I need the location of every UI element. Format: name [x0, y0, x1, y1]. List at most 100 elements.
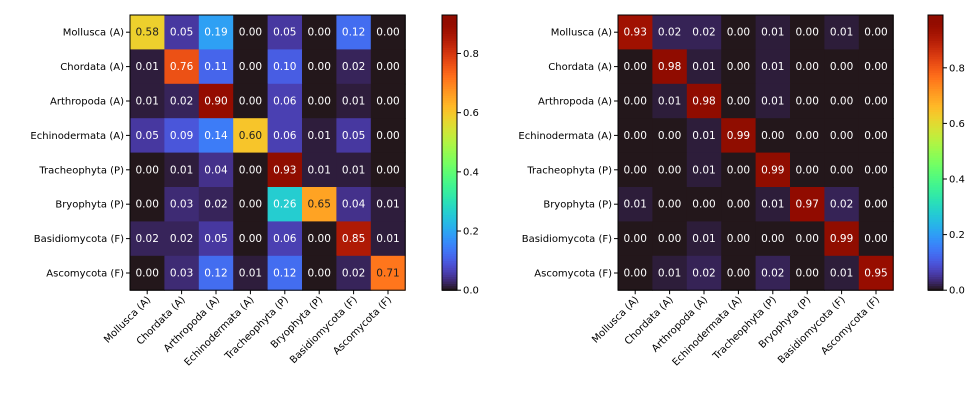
cell-value-label: 0.00 — [727, 96, 750, 108]
colorbar-segment — [928, 92, 943, 96]
heatmap-cell — [790, 152, 825, 188]
cell-value-label: 0.10 — [273, 61, 296, 73]
heatmap-cell — [824, 255, 860, 291]
heatmap-cell — [198, 49, 234, 85]
cell-value-label: 0.00 — [727, 27, 750, 39]
colorbar-segment — [928, 154, 943, 158]
cell-value-label: 0.01 — [342, 96, 365, 108]
colorbar-segment — [442, 168, 457, 172]
heatmap-cell — [790, 255, 825, 291]
colorbar-segment — [442, 81, 457, 85]
heatmap-cell — [618, 49, 653, 85]
colorbar-segment — [928, 267, 943, 271]
heatmap-cell — [652, 255, 688, 291]
y-tick-label: Arthropoda (A) — [538, 97, 612, 108]
cell-value-label: 0.99 — [761, 164, 784, 176]
cell-value-label: 0.00 — [830, 96, 853, 108]
colorbar-segment — [928, 230, 943, 234]
colorbar-segment — [442, 237, 457, 241]
colorbar-segment — [442, 166, 457, 170]
colorbar-segment — [442, 24, 457, 28]
colorbar-frame — [927, 14, 944, 291]
colorbar-segment — [442, 67, 457, 71]
colorbar-segment — [928, 70, 943, 73]
colorbar-segment — [442, 58, 457, 62]
colorbar-segment — [442, 253, 457, 257]
colorbar-segment — [928, 47, 943, 50]
cell-value-label: 0.71 — [376, 268, 399, 280]
heatmap-cell — [686, 15, 722, 50]
colorbar-segment — [928, 58, 943, 62]
colorbar-segment — [442, 223, 457, 227]
colorbar-segment — [928, 141, 943, 145]
heatmap-cell — [858, 15, 894, 50]
heatmap-cell — [302, 83, 337, 119]
cell-value-label: 0.04 — [342, 199, 366, 211]
cell-value-label: 0.98 — [658, 61, 681, 73]
heatmap-cell — [755, 221, 791, 257]
colorbar-segment — [928, 33, 943, 37]
y-tick-label: Basidiomycota (F) — [522, 234, 612, 245]
colorbar-segment — [442, 97, 457, 101]
heatmap-cell — [721, 221, 757, 257]
colorbar-segment — [442, 70, 457, 73]
heatmap-cell — [824, 83, 860, 119]
heatmap-cell — [858, 118, 894, 154]
heatmap-cell — [336, 221, 372, 257]
y-tick-label: Ascomycota (F) — [534, 269, 612, 280]
colorbar-segment — [928, 51, 943, 55]
cell-value-label: 0.85 — [342, 233, 365, 245]
cell-value-label: 0.90 — [204, 96, 227, 108]
colorbar-segment — [928, 111, 943, 115]
cell-value-label: 0.00 — [727, 268, 750, 280]
heatmap-2: 0.93 0.02 0.02 0.00 0.01 0.00 0.01 0.00 0.00 0.98… — [518, 14, 965, 368]
colorbar-segment — [928, 17, 943, 21]
cell-value-label: 0.76 — [170, 61, 194, 73]
colorbar-segment — [928, 106, 943, 110]
heatmap-cell — [686, 118, 722, 154]
colorbar-segment — [928, 109, 943, 112]
heatmap-cell — [652, 221, 688, 257]
cell-value-label: 0.99 — [727, 130, 750, 142]
cell-value-label: 0.01 — [624, 199, 647, 211]
colorbar-segment — [928, 242, 943, 245]
heatmap-cell — [233, 187, 269, 222]
heatmap-cell — [755, 49, 791, 85]
heatmap-cell — [618, 118, 653, 154]
cell-value-label: 0.01 — [761, 199, 784, 211]
colorbar-segment — [928, 253, 943, 257]
cell-value-label: 0.00 — [830, 61, 853, 73]
heatmap-cell — [130, 221, 165, 257]
cell-value-label: 0.00 — [624, 96, 647, 108]
heatmap-cell — [233, 118, 269, 154]
heatmap-cell — [267, 83, 303, 119]
colorbar-segment — [442, 47, 457, 50]
colorbar-segment — [442, 51, 457, 55]
colorbar-segment — [928, 56, 943, 60]
colorbar-segment — [928, 228, 943, 232]
heatmap-cell — [233, 83, 269, 119]
colorbar-segment — [442, 184, 457, 188]
heatmap-cell — [302, 118, 337, 154]
heatmap-cell — [858, 255, 894, 291]
colorbar-segment — [928, 79, 943, 83]
heatmap-cell — [164, 255, 200, 291]
cell-value-label: 0.09 — [170, 130, 193, 142]
cell-value-label: 0.00 — [624, 233, 647, 245]
colorbar-segment — [442, 262, 457, 266]
heatmap-cell — [164, 49, 200, 85]
colorbar-tick-label: 0.2 — [463, 227, 479, 238]
colorbar-segment — [928, 246, 943, 250]
x-tick-label: Ascomycota (F) — [331, 294, 394, 357]
heatmap-cell — [233, 152, 269, 188]
colorbar-segment — [928, 31, 943, 34]
colorbar-segment — [928, 173, 943, 177]
y-tick-label: Bryophyta (P) — [55, 200, 124, 211]
colorbar-segment — [442, 79, 457, 83]
colorbar-segment — [928, 157, 943, 161]
colorbar-segment — [928, 40, 943, 44]
heatmap-cell — [755, 187, 791, 222]
cell-value-label: 0.00 — [376, 96, 399, 108]
colorbar-segment — [928, 19, 943, 23]
colorbar-tick-label: 0.2 — [949, 230, 965, 241]
